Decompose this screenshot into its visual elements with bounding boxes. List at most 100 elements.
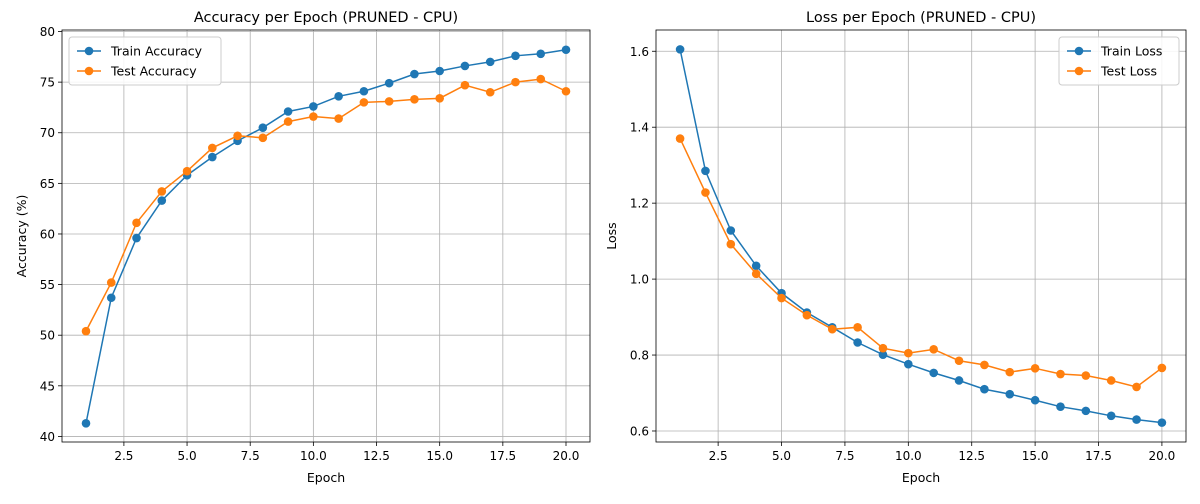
loss-data-point — [827, 324, 837, 334]
loss-data-point — [904, 348, 913, 358]
accuracy-legend-swatch-marker — [84, 46, 94, 56]
accuracy-data-point — [132, 218, 141, 228]
loss-series-line — [679, 138, 1163, 388]
accuracy-data-point — [435, 94, 444, 103]
accuracy-data-point — [511, 77, 520, 87]
loss-data-point — [777, 293, 786, 303]
loss-data-point — [1157, 363, 1167, 373]
loss-data-point — [1056, 402, 1065, 411]
accuracy-y-tick-label: 55 — [40, 278, 55, 292]
loss-legend-label: Test Loss — [1100, 64, 1157, 79]
loss-series-1 — [675, 134, 1167, 392]
loss-data-point — [675, 45, 685, 54]
loss-data-point — [1081, 406, 1091, 416]
accuracy-chart: Accuracy per Epoch (PRUNED - CPU) Epoch … — [14, 10, 591, 485]
accuracy-x-tick-label: 15.0 — [426, 449, 453, 463]
accuracy-data-point — [81, 418, 91, 428]
loss-data-point — [1132, 382, 1141, 392]
loss-data-point — [751, 261, 761, 271]
accuracy-x-tick-label: 20.0 — [553, 449, 580, 463]
accuracy-data-point — [157, 196, 167, 205]
loss-y-tick-label: 1.2 — [630, 197, 649, 211]
loss-chart: Loss per Epoch (PRUNED - CPU) Epoch Loss… — [604, 10, 1187, 485]
accuracy-series-line — [85, 48, 567, 424]
loss-x-tick-label: 5.0 — [772, 449, 791, 463]
loss-y-tick-label: 1.6 — [630, 45, 649, 59]
accuracy-x-tick-label: 17.5 — [489, 449, 516, 463]
accuracy-data-point — [384, 97, 394, 106]
accuracy-data-point — [561, 45, 571, 55]
accuracy-data-point — [258, 133, 268, 143]
accuracy-data-point — [258, 123, 268, 132]
accuracy-legend-swatch-marker — [84, 66, 94, 76]
loss-x-tick-label: 17.5 — [1085, 449, 1112, 463]
loss-data-point — [878, 350, 888, 359]
accuracy-data-point — [511, 51, 520, 61]
accuracy-x-tick-label: 5.0 — [178, 449, 197, 463]
accuracy-legend: Train Accuracy Test Accuracy — [68, 36, 222, 86]
loss-plot-frame — [655, 29, 1187, 443]
accuracy-legend-label: Test Accuracy — [110, 64, 197, 79]
accuracy-series-1 — [81, 74, 571, 336]
accuracy-y-tick-label: 70 — [40, 126, 55, 140]
accuracy-data-point — [233, 131, 242, 141]
accuracy-y-tick-label: 60 — [40, 227, 55, 241]
accuracy-data-point — [536, 49, 546, 59]
loss-y-tick-label: 0.6 — [630, 424, 649, 438]
accuracy-x-tick-label: 10.0 — [300, 449, 327, 463]
accuracy-data-point — [359, 86, 369, 96]
accuracy-x-tick-label: 7.5 — [241, 449, 260, 463]
accuracy-y-tick-label: 75 — [40, 76, 55, 90]
accuracy-y-tick-label: 45 — [40, 379, 55, 393]
loss-data-point — [904, 359, 913, 369]
loss-data-point — [980, 360, 989, 370]
loss-data-point — [1106, 411, 1116, 421]
accuracy-data-point — [334, 114, 343, 123]
loss-data-point — [878, 343, 888, 353]
accuracy-y-tick-label: 65 — [40, 177, 55, 191]
accuracy-data-point — [435, 66, 444, 76]
accuracy-plot-frame — [61, 29, 591, 443]
accuracy-data-point — [410, 95, 419, 104]
accuracy-chart-title: Accuracy per Epoch (PRUNED - CPU) — [194, 10, 458, 26]
accuracy-data-point — [359, 98, 369, 107]
accuracy-data-point — [81, 326, 91, 336]
accuracy-data-point — [309, 102, 318, 111]
loss-data-point — [1005, 389, 1015, 399]
loss-x-tick-label: 7.5 — [835, 449, 854, 463]
loss-legend-label: Train Loss — [1100, 44, 1162, 59]
loss-data-point — [1132, 415, 1141, 424]
loss-series-line — [679, 49, 1162, 424]
loss-x-tick-label: 12.5 — [958, 449, 985, 463]
accuracy-series-line — [85, 78, 567, 332]
accuracy-x-axis-label: Epoch — [307, 470, 345, 485]
loss-y-axis-label: Loss — [604, 222, 619, 249]
accuracy-data-point — [485, 87, 495, 97]
accuracy-data-point — [536, 74, 546, 84]
loss-data-point — [853, 338, 862, 347]
accuracy-data-point — [460, 80, 470, 90]
loss-y-tick-label: 1.0 — [630, 273, 649, 287]
loss-chart-title: Loss per Epoch (PRUNED - CPU) — [806, 10, 1036, 26]
loss-data-point — [726, 226, 736, 235]
loss-data-point — [1005, 367, 1015, 377]
accuracy-data-point — [334, 92, 343, 101]
loss-legend-box — [1058, 36, 1180, 86]
accuracy-data-point — [283, 107, 293, 116]
loss-data-point — [1157, 418, 1167, 427]
accuracy-y-tick-label: 50 — [40, 329, 55, 343]
loss-data-point — [1106, 376, 1116, 385]
loss-y-tick-label: 1.4 — [630, 121, 649, 135]
accuracy-legend-box — [68, 36, 222, 86]
loss-y-tick-label: 0.8 — [630, 349, 649, 363]
accuracy-data-point — [106, 278, 116, 287]
accuracy-y-tick-label: 40 — [40, 430, 55, 444]
loss-data-point — [853, 323, 862, 332]
loss-data-point — [701, 166, 710, 176]
loss-legend: Train Loss Test Loss — [1058, 36, 1180, 86]
loss-series-0 — [675, 45, 1167, 427]
loss-data-point — [751, 269, 761, 279]
loss-x-tick-label: 2.5 — [709, 449, 728, 463]
loss-data-point — [726, 239, 736, 249]
